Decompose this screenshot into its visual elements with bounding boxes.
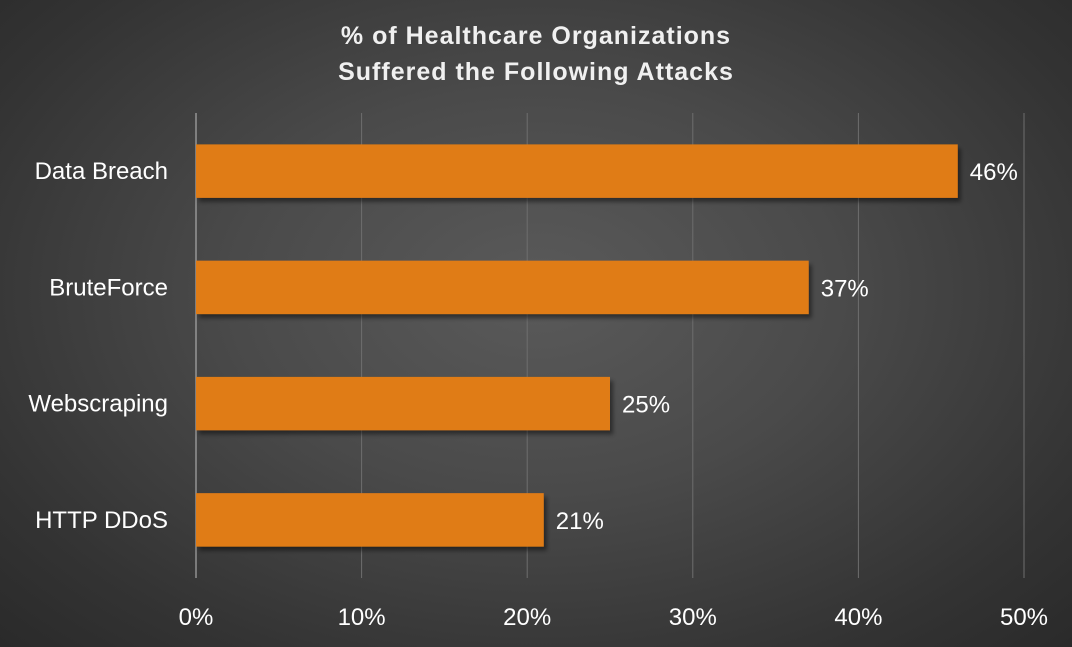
- x-tick-label: 10%: [338, 604, 386, 631]
- category-label: Data Breach: [35, 158, 168, 185]
- x-tick-label: 40%: [834, 604, 882, 631]
- x-tick-label: 20%: [503, 604, 551, 631]
- category-label: HTTP DDoS: [35, 507, 168, 534]
- bar: [196, 260, 809, 315]
- category-label: Webscraping: [28, 391, 168, 418]
- chart-title-line-1: % of Healthcare Organizations: [341, 22, 731, 50]
- data-label: 37%: [821, 275, 869, 302]
- bar: [196, 493, 544, 547]
- x-tick-label: 50%: [1000, 604, 1048, 631]
- data-labels: 46% 37% 25% 21%: [556, 159, 1018, 535]
- bar: [196, 144, 958, 198]
- data-label: 46%: [970, 159, 1018, 186]
- bar: [196, 376, 610, 431]
- bars: [196, 144, 958, 547]
- chart-title-line-2: Suffered the Following Attacks: [338, 58, 734, 86]
- x-axis-tick-labels: 0% 10% 20% 30% 40% 50%: [179, 604, 1048, 631]
- category-label: BruteForce: [49, 274, 168, 301]
- x-tick-label: 30%: [669, 604, 717, 631]
- data-label: 21%: [556, 508, 604, 535]
- chart-title: % of Healthcare Organizations Suffered t…: [338, 22, 734, 86]
- category-labels: Data Breach BruteForce Webscraping HTTP DDo…: [28, 158, 168, 534]
- data-label: 25%: [622, 392, 670, 419]
- x-tick-label: 0%: [179, 604, 214, 631]
